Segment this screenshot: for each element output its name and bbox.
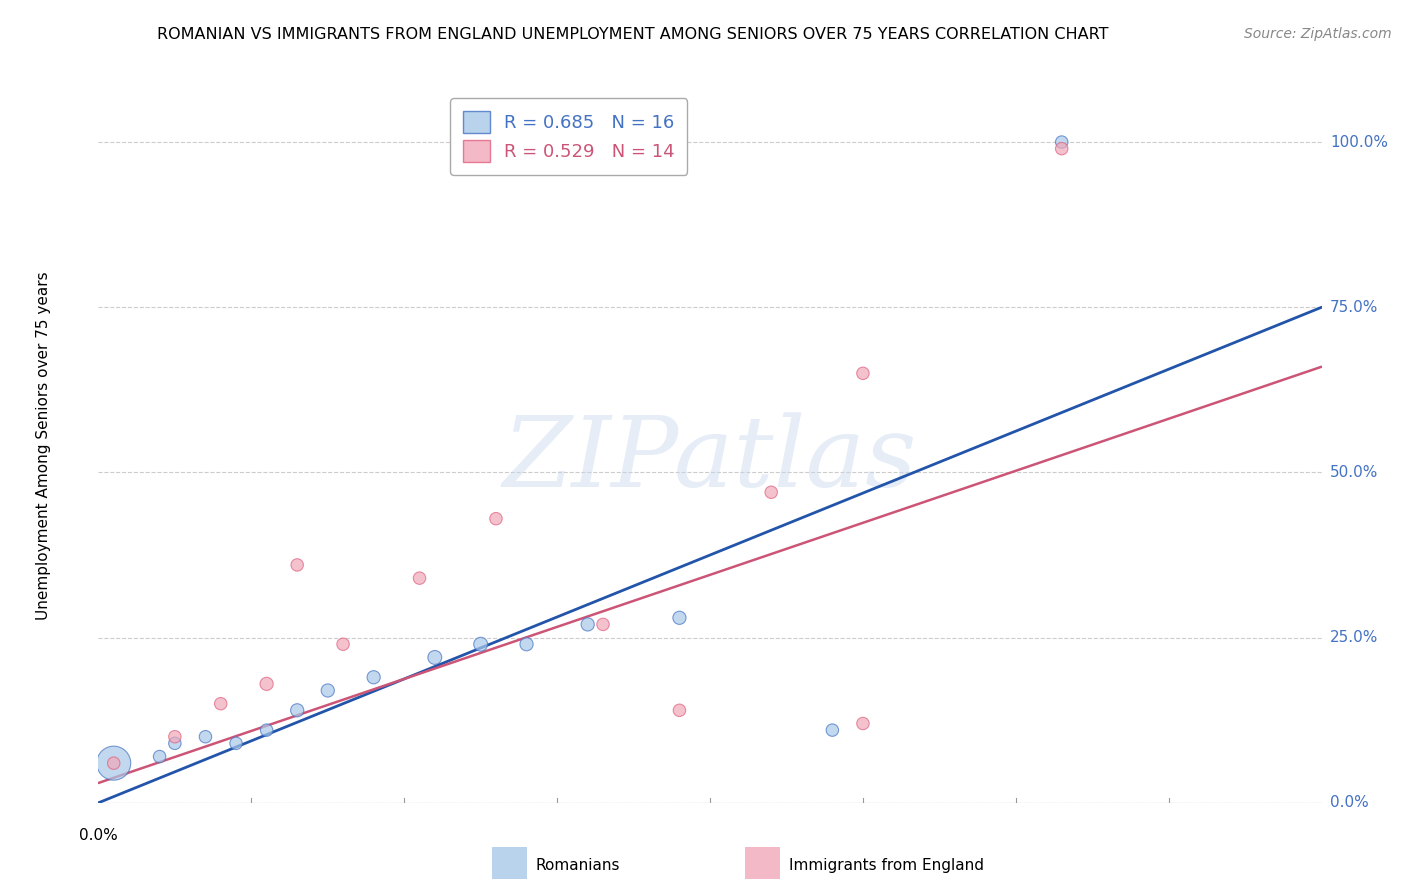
Text: 0.0%: 0.0%: [1330, 796, 1368, 810]
Point: [576, 617, 599, 632]
Point: [668, 703, 690, 717]
Point: [1050, 142, 1073, 156]
Text: 100.0%: 100.0%: [1330, 135, 1388, 150]
Point: [103, 756, 125, 771]
Point: [256, 677, 278, 691]
Point: [408, 571, 430, 585]
Text: ROMANIAN VS IMMIGRANTS FROM ENGLAND UNEMPLOYMENT AMONG SENIORS OVER 75 YEARS COR: ROMANIAN VS IMMIGRANTS FROM ENGLAND UNEM…: [157, 27, 1108, 42]
Point: [1050, 135, 1073, 149]
Text: 25.0%: 25.0%: [1330, 630, 1378, 645]
Point: [194, 730, 217, 744]
Point: [163, 736, 186, 750]
Point: [103, 756, 125, 771]
Point: [821, 723, 844, 738]
Text: Immigrants from England: Immigrants from England: [789, 858, 984, 872]
Point: [592, 617, 614, 632]
Point: [225, 736, 247, 750]
Text: 0.0%: 0.0%: [79, 828, 118, 843]
Point: [332, 637, 354, 651]
Text: Source: ZipAtlas.com: Source: ZipAtlas.com: [1244, 27, 1392, 41]
Point: [209, 697, 232, 711]
Text: 75.0%: 75.0%: [1330, 300, 1378, 315]
Point: [363, 670, 385, 684]
FancyBboxPatch shape: [484, 839, 536, 885]
Point: [668, 611, 690, 625]
Point: [516, 637, 538, 651]
Point: [759, 485, 782, 500]
Text: Unemployment Among Seniors over 75 years: Unemployment Among Seniors over 75 years: [37, 272, 51, 620]
Point: [470, 637, 492, 651]
FancyBboxPatch shape: [737, 839, 789, 885]
Text: ZIPatlas: ZIPatlas: [503, 413, 917, 508]
Point: [163, 730, 186, 744]
Point: [285, 558, 308, 572]
Text: 50.0%: 50.0%: [1330, 465, 1378, 480]
Point: [256, 723, 278, 738]
Point: [316, 683, 339, 698]
Legend: R = 0.685   N = 16, R = 0.529   N = 14: R = 0.685 N = 16, R = 0.529 N = 14: [450, 98, 688, 175]
Point: [423, 650, 446, 665]
Point: [285, 703, 308, 717]
Point: [852, 716, 875, 731]
Text: Romanians: Romanians: [536, 858, 620, 872]
Point: [852, 367, 875, 381]
Point: [149, 749, 172, 764]
Point: [485, 511, 508, 525]
